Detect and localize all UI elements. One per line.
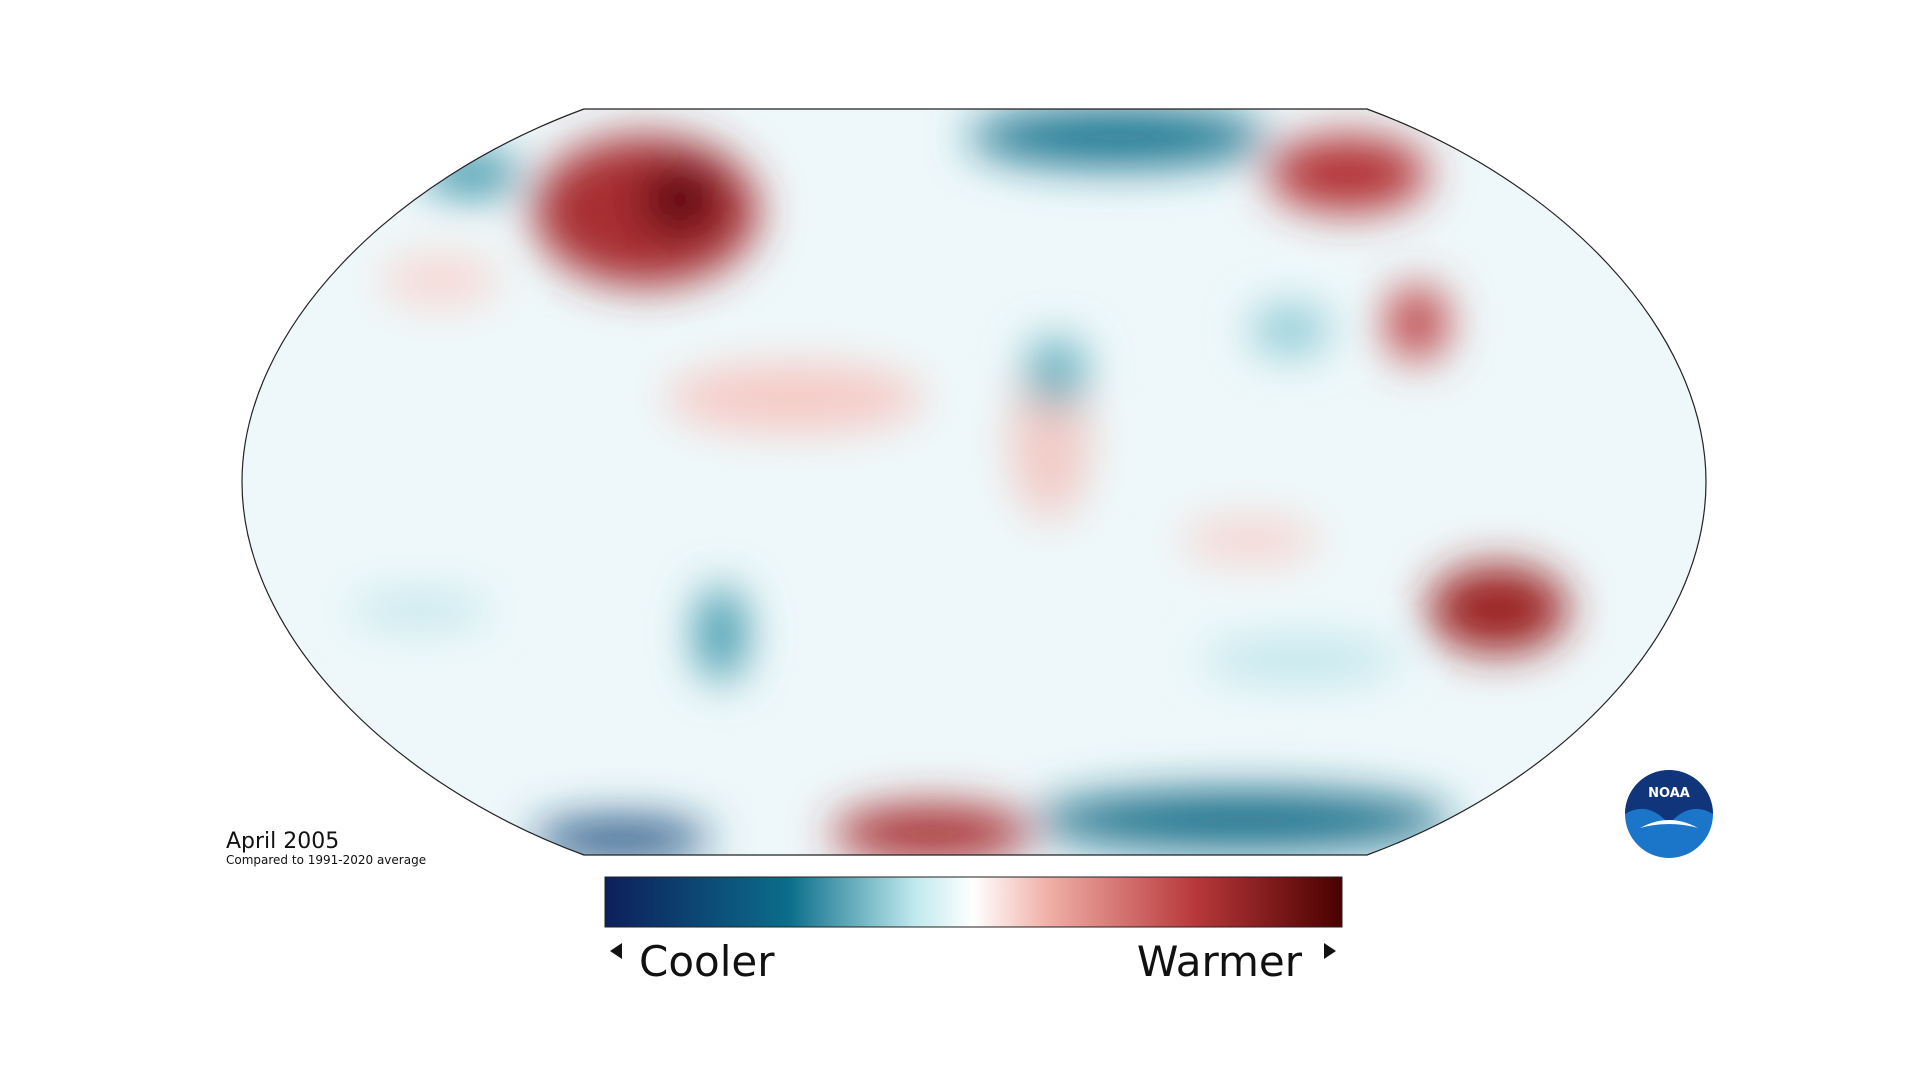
colorbar (604, 876, 1343, 928)
logo-text: NOAA (1648, 786, 1690, 801)
map-subtitle: Compared to 1991-2020 average (226, 853, 426, 867)
map-outline (241, 108, 1707, 856)
cooler-arrow (610, 943, 622, 959)
warmer-arrow (1324, 943, 1336, 959)
noaa-logo: NOAA (1625, 770, 1713, 858)
anomaly-map (242, 109, 1706, 855)
map-title: April 2005 (226, 829, 339, 854)
legend-low-label: Cooler (639, 937, 775, 986)
legend-high-label: Warmer (1137, 937, 1303, 986)
